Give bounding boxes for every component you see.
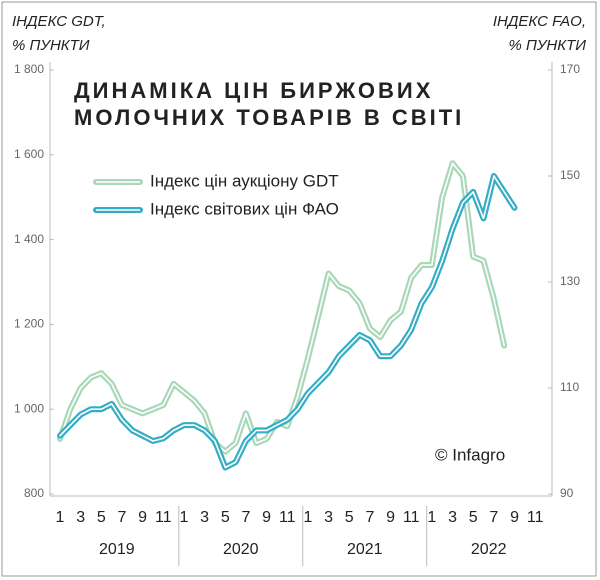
y2-tick-label: 110 [560,380,579,394]
y2-tick-label: 150 [560,168,580,182]
x-tick-label: 3 [76,509,85,526]
y-axis-label: ІНДЕКС GDT, [12,13,106,30]
x-tick-label: 11 [403,509,420,526]
legend-label: Індекс цін аукціону GDT [150,171,339,190]
x-tick-label: 5 [469,509,478,526]
x-tick-label: 1 [180,509,189,526]
x-tick-label: 7 [118,509,127,526]
year-label: 2022 [471,541,507,558]
x-tick-label: 3 [324,509,333,526]
chart-title: ДИНАМІКА ЦІН БИРЖОВИХ [74,78,433,103]
y-axis-label: % ПУНКТИ [12,37,90,54]
x-tick-label: 5 [97,509,106,526]
x-tick-label: 7 [489,509,498,526]
y2-tick-label: 90 [560,486,574,500]
x-tick-label: 11 [279,509,296,526]
y-tick-label: 1 400 [14,232,44,246]
y2-axis-label: ІНДЕКС FAO, [493,13,586,30]
x-tick-label: 9 [262,509,271,526]
annotation: © Infagro [435,445,505,464]
y-tick-label: 1 600 [14,147,44,161]
legend-label: Індекс світових цін ФАО [150,199,339,218]
x-tick-label: 11 [527,509,544,526]
x-tick-label: 1 [427,509,436,526]
y2-axis-label: % ПУНКТИ [508,37,586,54]
chart-title: МОЛОЧНИХ ТОВАРІВ В СВІТІ [74,105,464,130]
y-tick-label: 800 [24,486,44,500]
x-tick-label: 11 [155,509,172,526]
x-tick-label: 5 [221,509,230,526]
y-tick-label: 1 000 [14,401,44,415]
x-tick-label: 7 [365,509,374,526]
x-tick-label: 9 [138,509,147,526]
year-label: 2019 [99,541,135,558]
x-tick-label: 7 [241,509,250,526]
y-tick-label: 1 800 [14,62,44,76]
y-tick-label: 1 200 [14,317,44,331]
x-tick-label: 1 [303,509,312,526]
year-label: 2020 [223,541,259,558]
x-tick-label: 1 [56,509,65,526]
series-line-inner [59,175,516,469]
x-tick-label: 3 [448,509,457,526]
x-tick-label: 9 [386,509,395,526]
x-tick-label: 5 [345,509,354,526]
y2-tick-label: 130 [560,274,580,288]
y2-tick-label: 170 [560,62,580,76]
x-tick-label: 3 [200,509,209,526]
x-tick-label: 9 [510,509,519,526]
year-label: 2021 [347,541,383,558]
